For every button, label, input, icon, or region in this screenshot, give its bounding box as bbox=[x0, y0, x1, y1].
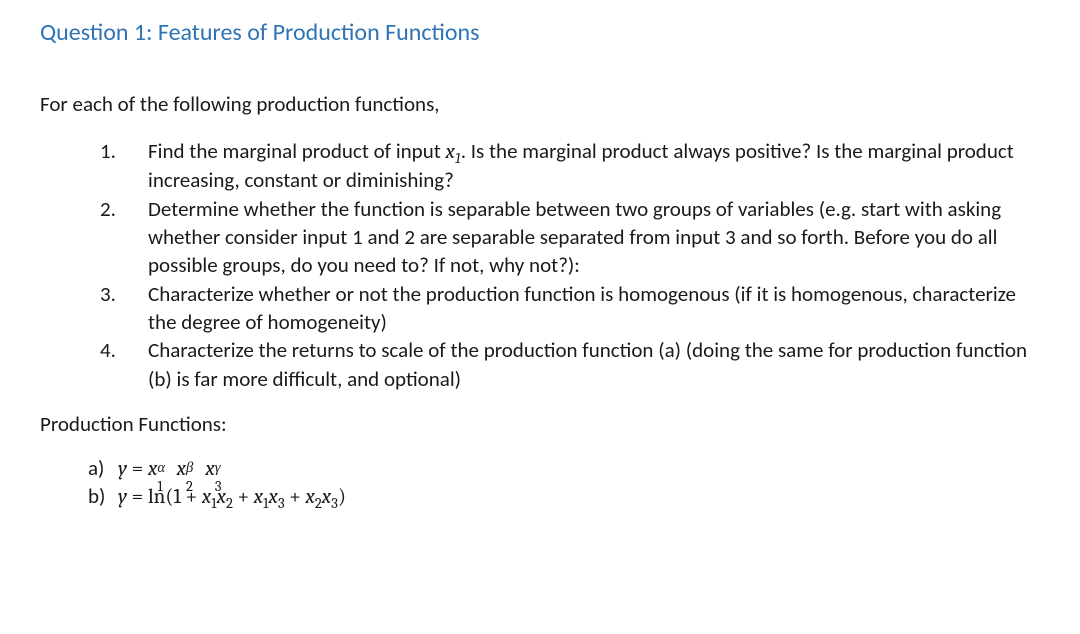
math-var: x bbox=[446, 140, 455, 164]
function-letter: b) bbox=[88, 483, 105, 510]
x3-base: x bbox=[205, 457, 214, 481]
task-number: 1. bbox=[100, 137, 116, 165]
task-number: 2. bbox=[100, 195, 116, 223]
sub-2: 2 bbox=[315, 496, 322, 513]
math-x1: x1 bbox=[446, 140, 461, 164]
sub-3: 3 bbox=[278, 496, 285, 513]
task-item-1: 1. Find the marginal product of input x1… bbox=[124, 137, 1040, 195]
x2-base: x bbox=[177, 457, 186, 481]
x-var: x bbox=[217, 485, 226, 509]
sub-3: 3 bbox=[331, 496, 338, 513]
lhs-y: y bbox=[118, 485, 127, 509]
question-heading: Question 1: Features of Production Funct… bbox=[40, 18, 1040, 47]
lhs-y: y bbox=[118, 457, 127, 481]
task-number: 3. bbox=[100, 280, 116, 308]
task-4-text: Characterize the returns to scale of the… bbox=[148, 337, 1027, 391]
task-1-text-pre: Find the marginal product of input bbox=[148, 138, 446, 164]
function-item-b: b) y = ln(1 + x1x2 + x1x3 + x2x3) bbox=[88, 483, 1040, 511]
functions-list: a) y = xα1 xβ2 xγ3 b) y = ln(1 + x1x2 + … bbox=[88, 455, 1040, 512]
ln: ln bbox=[148, 485, 165, 509]
task-list: 1. Find the marginal product of input x1… bbox=[124, 137, 1040, 393]
x-var: x bbox=[254, 485, 263, 509]
sub-2: 2 bbox=[226, 496, 233, 513]
sup-gamma: γ bbox=[215, 461, 221, 476]
x-var: x bbox=[322, 485, 331, 509]
x1-base: x bbox=[148, 457, 157, 481]
equals: = bbox=[127, 485, 148, 509]
production-functions-subhead: Production Functions: bbox=[40, 411, 1040, 437]
task-item-4: 4. Characterize the returns to scale of … bbox=[124, 336, 1040, 393]
function-letter: a) bbox=[88, 455, 104, 482]
function-item-a: a) y = xα1 xβ2 xγ3 bbox=[88, 455, 1040, 483]
plus: + bbox=[233, 485, 254, 509]
x-var: x bbox=[268, 485, 277, 509]
equals: = bbox=[127, 457, 148, 481]
close-paren: ) bbox=[338, 485, 346, 509]
sup-alpha: α bbox=[157, 461, 165, 476]
task-item-2: 2. Determine whether the function is sep… bbox=[124, 195, 1040, 280]
task-3-text: Characterize whether or not the producti… bbox=[148, 281, 1016, 335]
task-number: 4. bbox=[100, 336, 116, 364]
function-a-equation: y = xα1 xβ2 xγ3 bbox=[118, 457, 229, 481]
x-var: x bbox=[202, 485, 211, 509]
open-paren: (1 + bbox=[165, 485, 202, 509]
x-var: x bbox=[305, 485, 314, 509]
question-heading-text: Question 1: Features of Production Funct… bbox=[40, 18, 480, 47]
function-b-equation: y = ln(1 + x1x2 + x1x3 + x2x3) bbox=[118, 485, 346, 509]
sup-beta: β bbox=[186, 461, 193, 476]
plus: + bbox=[285, 485, 306, 509]
task-2-text: Determine whether the function is separa… bbox=[148, 196, 1001, 279]
intro-text: For each of the following production fun… bbox=[40, 91, 1040, 117]
task-item-3: 3. Characterize whether or not the produ… bbox=[124, 280, 1040, 337]
